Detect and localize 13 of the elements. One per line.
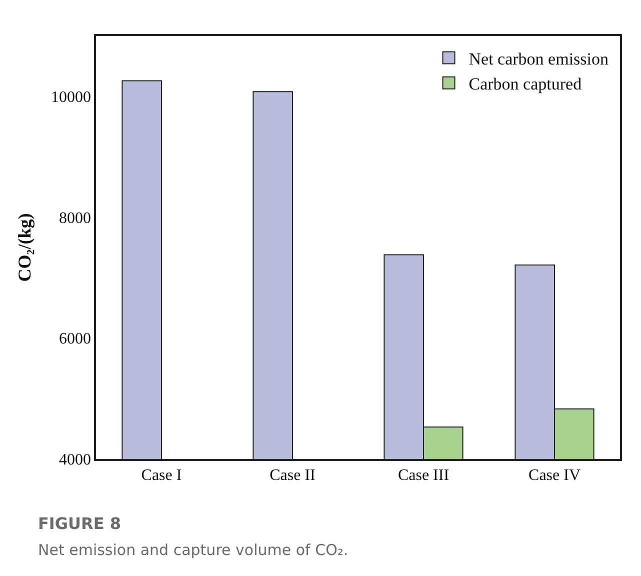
y-axis-title: CO₂/(kg)	[14, 213, 35, 282]
x-tick-label: Case IV	[528, 466, 581, 484]
text: Net emission and capture volume of CO₂.	[38, 541, 348, 559]
x-tick-label: Case I	[141, 466, 182, 484]
x-tick-label: Case II	[270, 466, 316, 484]
legend-label: Carbon captured	[468, 74, 582, 94]
legend-label: Net carbon emission	[468, 49, 610, 68]
y-tick-label: 10000	[51, 89, 92, 106]
x-tick-label: Case III	[398, 466, 450, 484]
y-tick-label: 6000	[59, 330, 92, 348]
y-tick-label: 8000	[59, 210, 92, 227]
y-tick-label: 4000	[59, 452, 92, 469]
text: FIGURE 8	[38, 514, 121, 533]
